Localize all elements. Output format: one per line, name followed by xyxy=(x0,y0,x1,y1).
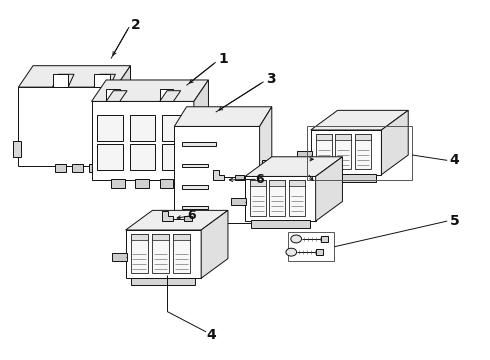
Text: 4: 4 xyxy=(450,153,460,167)
Bar xyxy=(317,174,375,182)
Bar xyxy=(55,164,66,172)
Polygon shape xyxy=(19,87,116,166)
Bar xyxy=(162,115,183,141)
Bar xyxy=(355,134,370,169)
Polygon shape xyxy=(92,102,194,180)
Bar xyxy=(288,232,334,261)
Text: 3: 3 xyxy=(266,72,276,86)
Polygon shape xyxy=(174,107,272,126)
Text: 1: 1 xyxy=(218,52,228,66)
Bar xyxy=(262,176,274,184)
Bar xyxy=(320,236,328,242)
Bar xyxy=(98,115,122,141)
Bar xyxy=(184,216,193,221)
Bar xyxy=(231,198,246,206)
Text: 4: 4 xyxy=(206,328,216,342)
Bar xyxy=(182,206,208,209)
Polygon shape xyxy=(94,74,116,87)
Polygon shape xyxy=(174,126,260,223)
Bar xyxy=(130,234,148,273)
Text: 2: 2 xyxy=(130,18,140,32)
Polygon shape xyxy=(92,80,208,102)
Bar xyxy=(151,234,169,273)
Bar xyxy=(129,115,155,141)
Bar xyxy=(235,175,244,180)
Text: 6: 6 xyxy=(187,208,196,221)
Polygon shape xyxy=(162,211,173,221)
Bar xyxy=(297,151,312,159)
Bar xyxy=(94,73,110,87)
Polygon shape xyxy=(19,66,130,87)
Polygon shape xyxy=(52,74,74,87)
Polygon shape xyxy=(245,176,316,221)
Bar xyxy=(182,142,216,146)
Bar xyxy=(112,253,126,261)
Polygon shape xyxy=(125,210,228,230)
Bar xyxy=(160,89,173,102)
Bar xyxy=(251,220,310,228)
Polygon shape xyxy=(125,230,201,278)
Bar xyxy=(289,180,305,186)
Bar xyxy=(162,144,183,170)
Bar xyxy=(131,278,196,285)
Text: 5: 5 xyxy=(450,214,460,228)
Bar xyxy=(316,134,332,169)
Polygon shape xyxy=(260,107,272,223)
Polygon shape xyxy=(106,91,127,102)
Bar xyxy=(250,180,266,216)
Polygon shape xyxy=(213,170,224,180)
Bar xyxy=(173,234,190,273)
Bar xyxy=(151,234,169,240)
Polygon shape xyxy=(194,80,208,180)
Bar xyxy=(89,164,100,172)
Bar xyxy=(262,189,274,196)
Bar xyxy=(182,185,208,189)
Polygon shape xyxy=(201,210,228,278)
Bar xyxy=(106,89,120,102)
Bar xyxy=(135,179,149,188)
Polygon shape xyxy=(316,157,343,221)
Polygon shape xyxy=(160,91,181,102)
Bar xyxy=(72,164,83,172)
Bar xyxy=(316,134,332,140)
Bar xyxy=(289,180,305,216)
Bar xyxy=(270,180,285,216)
Bar xyxy=(270,180,285,186)
Polygon shape xyxy=(245,157,343,176)
Bar xyxy=(160,179,173,188)
Circle shape xyxy=(291,235,301,243)
Bar xyxy=(316,249,323,255)
Polygon shape xyxy=(116,66,130,166)
Polygon shape xyxy=(381,111,408,175)
Bar xyxy=(173,234,190,240)
Circle shape xyxy=(286,248,296,256)
Bar xyxy=(52,73,68,87)
Bar xyxy=(192,141,206,166)
Polygon shape xyxy=(311,130,381,175)
Text: 6: 6 xyxy=(255,173,264,186)
Bar xyxy=(307,126,412,180)
Bar xyxy=(335,134,351,140)
Bar xyxy=(182,164,208,167)
Bar xyxy=(130,234,148,240)
Polygon shape xyxy=(311,111,408,130)
Bar xyxy=(335,134,351,169)
Bar xyxy=(355,134,370,140)
Bar xyxy=(111,179,124,188)
Bar xyxy=(250,180,266,186)
Bar xyxy=(129,144,155,170)
Bar xyxy=(262,160,274,167)
Bar xyxy=(98,144,122,170)
Bar xyxy=(13,141,22,157)
